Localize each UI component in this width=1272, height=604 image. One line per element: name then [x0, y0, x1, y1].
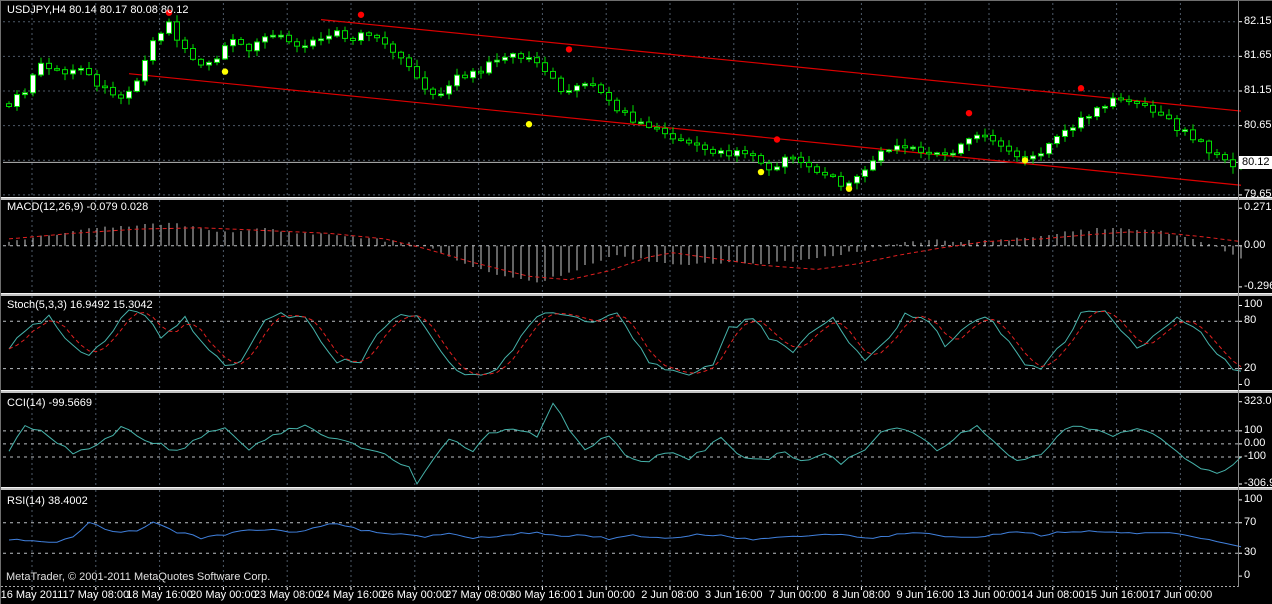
price-axis-label: -100 [1244, 449, 1267, 462]
time-axis-label: 13 Jun 00:00 [957, 589, 1021, 601]
price-axis-label: -0.296 [1244, 279, 1272, 292]
price-axis-label: 323.086 [1244, 394, 1272, 407]
current-price-tag: 80.12 [1239, 155, 1272, 169]
rsi-label: RSI(14) 38.4002 [7, 495, 88, 507]
time-axis-label: 20 May 00:00 [190, 589, 257, 601]
price-axis-label: 30 [1244, 546, 1257, 559]
price-axis-label: 20 [1244, 361, 1257, 374]
time-axis-label: 8 Jun 08:00 [832, 589, 891, 601]
price-axis-label: 82.15 [1244, 14, 1272, 27]
price-axis-label: 79.65 [1244, 187, 1272, 200]
panel-separator[interactable] [1, 487, 1272, 490]
price-axis-label: 0 [1244, 569, 1251, 582]
price-axis-label: 100 [1244, 298, 1263, 311]
time-axis-label: 17 May 08:00 [62, 589, 130, 601]
symbol-title: USDJPY,H4 80.14 80.17 80.08 80.12 [7, 4, 189, 16]
panel-separator[interactable] [1, 293, 1272, 296]
time-axis-label: 24 May 16:00 [317, 589, 385, 601]
cci-label: CCI(14) -99.5669 [7, 397, 92, 409]
time-axis-label: 3 Jun 16:00 [705, 589, 763, 601]
time-axis-label: 16 May 2011 [0, 589, 64, 601]
panel-separator[interactable] [1, 390, 1272, 393]
price-axis-label: 0 [1244, 377, 1251, 390]
time-axis-label: 23 May 08:00 [253, 589, 321, 601]
time-axis-label: 15 Jun 16:00 [1084, 589, 1149, 601]
stoch-label: Stoch(5,3,3) 16.9492 15.3042 [7, 299, 153, 311]
price-axis-label: 100 [1244, 423, 1263, 436]
price-axis-label: 100 [1244, 492, 1263, 505]
time-axis-label: 17 Jun 00:00 [1148, 589, 1213, 601]
macd-label: MACD(12,26,9) -0.079 0.028 [7, 201, 149, 213]
copyright-text: MetaTrader, © 2001-2011 MetaQuotes Softw… [6, 571, 271, 583]
price-axis-label: 0.00 [1244, 436, 1266, 449]
time-axis-label: 2 Jun 08:00 [641, 589, 699, 601]
price-axis-label: 81.15 [1244, 83, 1272, 96]
time-axis-label: 30 May 16:00 [509, 589, 576, 601]
price-axis-label: 80 [1244, 314, 1257, 327]
time-axis-label: 27 May 08:00 [445, 589, 512, 601]
price-axis-divider [1238, 1, 1239, 587]
time-axis-label: 1 Jun 00:00 [577, 589, 635, 601]
price-axis-label: 80.65 [1244, 118, 1272, 131]
price-axis-label: 0.00 [1244, 238, 1266, 251]
time-axis-label: 14 Jun 08:00 [1020, 589, 1085, 601]
time-axis-label: 26 May 00:00 [381, 589, 449, 601]
time-axis-label: 18 May 16:00 [126, 589, 193, 601]
time-axis-label: 7 Jun 00:00 [768, 589, 827, 601]
price-axis-label: 0.271 [1244, 201, 1272, 214]
price-axis-label: -306.925 [1244, 476, 1272, 489]
panel-separator[interactable] [1, 197, 1272, 200]
price-axis-label: 70 [1244, 515, 1257, 528]
price-axis-label: 81.65 [1244, 49, 1272, 62]
time-axis-label: 9 Jun 16:00 [896, 589, 954, 601]
